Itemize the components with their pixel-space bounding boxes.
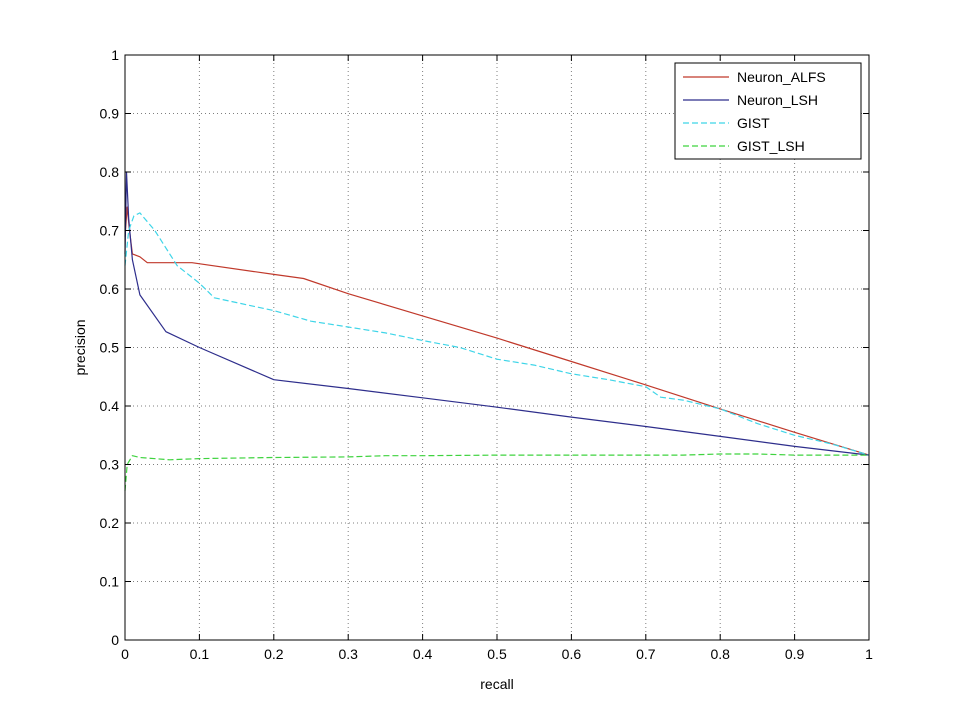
- y-tick-label: 0.8: [100, 164, 120, 180]
- legend-box: [674, 62, 862, 160]
- x-tick-label: 0.2: [264, 646, 284, 662]
- x-tick-label: 0.4: [413, 646, 433, 662]
- series-line-gist-lsh: [124, 453, 869, 491]
- x-tick-label: 0.6: [562, 646, 582, 662]
- x-tick-label: 0: [121, 646, 129, 662]
- y-tick-label: 0.5: [100, 340, 120, 356]
- y-tick-label: 0.6: [100, 281, 120, 297]
- x-tick-label: 0.9: [785, 646, 805, 662]
- y-axis-label: precision: [72, 319, 88, 375]
- legend-label: GIST_LSH: [737, 138, 805, 154]
- axis-ticks: [124, 54, 870, 641]
- y-tick-label: 0.2: [100, 515, 120, 531]
- legend-label: Neuron_ALFS: [737, 69, 826, 85]
- x-tick-label: 0.8: [710, 646, 730, 662]
- y-tick-label: 0.1: [100, 574, 120, 590]
- x-tick-label: 0.1: [190, 646, 210, 662]
- series-line-gist: [124, 212, 870, 456]
- y-tick-label: 0.3: [100, 457, 120, 473]
- tick-labels: 0 0.1 0.2 0.3 0.4 0.5 0.6 0.7 0.8 0.9 1 0 0.1 0.2 0.3 0…: [100, 47, 874, 662]
- x-tick-label: 0.5: [487, 646, 507, 662]
- y-tick-label: 0.9: [100, 106, 120, 122]
- y-tick-label: 0.7: [100, 223, 120, 239]
- x-axis-label: recall: [480, 676, 513, 692]
- legend: Neuron_ALFS Neuron_LSH GIST GIST_LSH: [674, 62, 862, 160]
- legend-label: Neuron_LSH: [737, 92, 818, 108]
- y-tick-label: 1: [111, 47, 119, 63]
- x-tick-label: 0.3: [338, 646, 358, 662]
- series-line-neuron-lsh: [124, 171, 870, 456]
- y-tick-label: 0.4: [100, 398, 120, 414]
- series-layer: [124, 171, 870, 491]
- y-tick-label: 0: [111, 632, 119, 648]
- grid-lines: [125, 55, 869, 640]
- x-tick-label: 1: [865, 646, 873, 662]
- legend-label: GIST: [737, 115, 770, 131]
- x-tick-label: 0.7: [636, 646, 656, 662]
